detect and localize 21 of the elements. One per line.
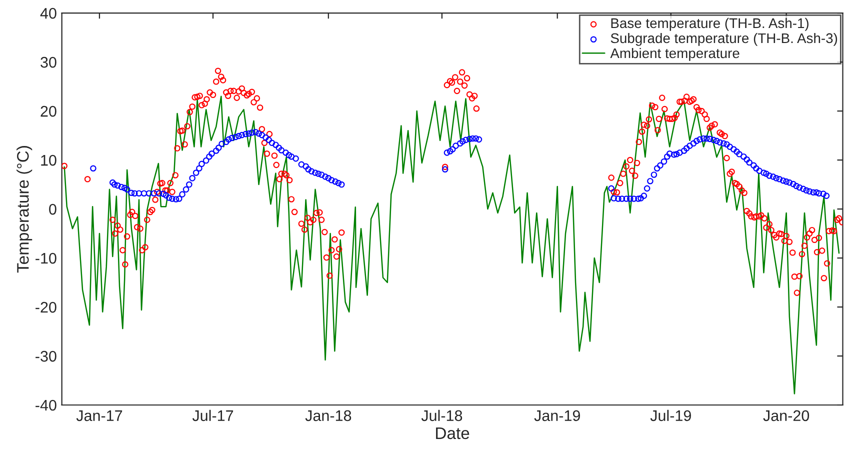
x-tick-label: Jul-19 <box>650 410 691 422</box>
y-tick-label: -10 <box>36 252 56 264</box>
legend-label: Ambient temperature <box>610 48 740 61</box>
y-tick-label: 20 <box>40 106 56 117</box>
y-tick-label: -20 <box>36 302 56 313</box>
y-tick-label: 10 <box>41 154 56 166</box>
x-tick-label: Jan-18 <box>305 410 352 422</box>
y-axis-title: Temperature (°C) <box>16 146 32 273</box>
legend-label: Base temperature (TH-B. Ash-1) <box>611 18 808 31</box>
y-tick-label: -40 <box>36 400 56 411</box>
x-tick-label: Jul-17 <box>192 410 234 422</box>
y-tick-label: -30 <box>36 350 56 362</box>
x-tick-label: Jan-19 <box>534 410 580 422</box>
x-axis-title: Date <box>436 427 470 440</box>
y-tick-label: 40 <box>40 8 56 19</box>
y-tick-label: 30 <box>40 56 56 68</box>
x-tick-label: Jan-20 <box>763 410 810 422</box>
y-tick-label: 0 <box>49 204 56 215</box>
x-tick-label: Jan-17 <box>76 410 122 422</box>
legend-label: Subgrade temperature (TH-B. Ash-3) <box>610 32 838 46</box>
x-tick-label: Jul-18 <box>421 410 462 422</box>
